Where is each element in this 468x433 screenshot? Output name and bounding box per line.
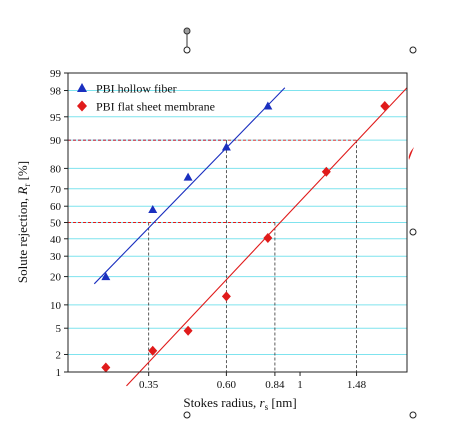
y-tick-label: 98 [50, 86, 62, 98]
y-tick-label: 70 [50, 184, 62, 196]
legend: PBI hollow fiber PBI flat sheet membrane [77, 82, 215, 114]
y-tick-label: 1 [56, 367, 62, 379]
x-tick-label: 0.84 [265, 379, 285, 391]
y-tick-label: 50 [50, 218, 62, 230]
data-point-diamond [183, 325, 193, 336]
y-tick-label: 60 [50, 201, 62, 213]
data-point-diamond [263, 232, 273, 243]
y-tick-label: 80 [50, 163, 62, 175]
y-tick-label: 40 [50, 234, 62, 246]
fit-line [93, 87, 286, 285]
data-point-triangle [148, 205, 158, 214]
data-point-diamond [101, 362, 111, 373]
x-axis: 0.35 0.60 0.84 1 1.48 [139, 372, 367, 391]
legend-label: PBI flat sheet membrane [96, 100, 215, 114]
y-tick-label: 2 [56, 349, 62, 361]
data-point-diamond [321, 166, 331, 177]
data-point-triangle [101, 272, 111, 281]
legend-marker-triangle [77, 83, 87, 92]
x-tick-label: 0.60 [217, 379, 237, 391]
dashed-guides [68, 139, 357, 372]
legend-label: PBI hollow fiber [96, 82, 177, 96]
x-tick-label: 1 [297, 379, 303, 391]
data-point-diamond [148, 345, 158, 356]
y-tick-label: 95 [50, 112, 62, 124]
y-tick-label: 20 [50, 272, 62, 284]
y-tick-label: 30 [50, 251, 62, 263]
resize-handle-right[interactable] [409, 228, 417, 236]
fit-lines [93, 87, 408, 387]
legend-marker-diamond [77, 100, 87, 112]
resize-handle-bottom[interactable] [183, 411, 191, 419]
data-point-triangle [263, 101, 273, 110]
resize-handle-top[interactable] [183, 46, 191, 54]
y-axis-label: Solute rejection, Rr [%] [15, 161, 32, 283]
x-tick-label: 1.48 [347, 379, 367, 391]
data-point-triangle [183, 172, 193, 181]
y-tick-label: 10 [50, 300, 62, 312]
resize-handle-top-right[interactable] [409, 46, 417, 54]
x-axis-label: Stokes radius, rs [nm] [183, 395, 296, 412]
data-point-diamond [221, 291, 231, 302]
y-tick-label: 99 [50, 68, 62, 80]
rotate-handle[interactable] [183, 27, 191, 35]
selection-handles[interactable] [183, 27, 417, 419]
cropped-red-mark [408, 147, 414, 160]
data-point-triangle [221, 142, 231, 151]
data-point-diamond [380, 101, 390, 112]
y-tick-label: 5 [56, 323, 62, 335]
resize-handle-bottom-right[interactable] [409, 411, 417, 419]
y-axis: 1 2 5 10 20 30 40 50 60 70 80 90 95 98 99 [50, 68, 68, 379]
data-markers [101, 101, 390, 373]
y-tick-label: 90 [50, 135, 62, 147]
x-tick-label: 0.35 [139, 379, 159, 391]
